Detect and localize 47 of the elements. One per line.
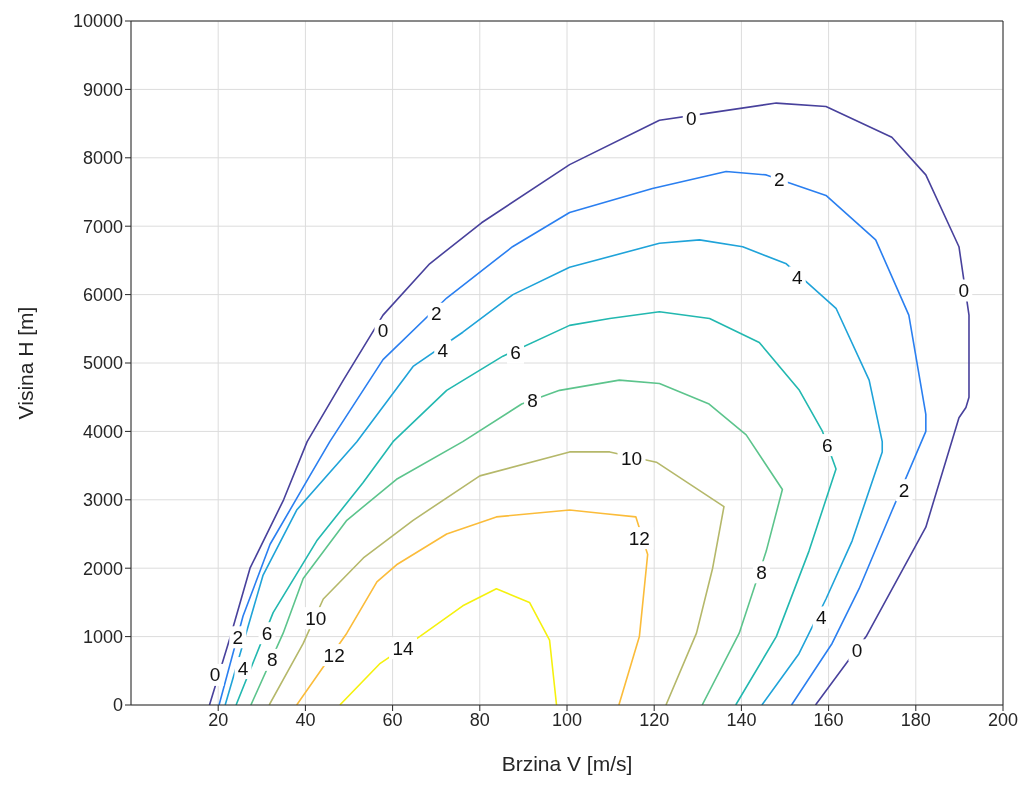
y-tick-label: 8000 [82,148,123,169]
annotation: 2 [898,479,910,501]
annotation: 6 [822,434,833,456]
y-tick-label: 5000 [82,353,123,374]
x-tick-label: 100 [551,709,583,730]
annotation: 12 [323,644,345,666]
y-tick-label: 3000 [82,490,123,511]
annotation: 10 [305,607,327,629]
y-tick-label: 10000 [72,11,123,32]
annotation: 2 [232,626,244,648]
annotation: 0 [958,280,970,301]
annotation: 0 [685,107,697,129]
annotation: 4 [237,657,249,679]
annotation: 2 [774,168,785,190]
annotation: 2 [430,303,442,325]
y-tick-label: 7000 [82,216,123,237]
annotation: 8 [266,649,278,671]
y-tick-label: 2000 [82,558,123,579]
y-axis-title: Visina H [m] [14,306,38,420]
annotation: 4 [437,340,449,362]
annotation: 14 [392,637,415,659]
annotation: 4 [791,267,803,288]
x-tick-label: 200 [987,709,1019,730]
annotation: 8 [756,561,767,583]
x-axis-title: Brzina V [m/s] [501,752,633,775]
y-tick-label: 0 [112,695,123,716]
annotation: 0 [851,639,863,661]
x-tick-label: 40 [295,709,316,730]
annotation: 6 [510,342,521,364]
annotation: 4 [815,606,827,628]
x-tick-label: 160 [813,709,844,730]
y-tick-label: 9000 [82,79,123,100]
annotation: 10 [620,447,643,469]
x-tick-label: 80 [469,709,490,730]
x-tick-label: 140 [726,709,757,730]
x-tick-label: 20 [208,709,229,730]
y-tick-label: 1000 [82,626,123,647]
y-tick-label: 6000 [82,284,123,305]
annotation: 8 [527,390,538,412]
annotation: 6 [261,622,273,644]
x-tick-label: 120 [639,709,670,730]
annotation: 0 [377,320,389,342]
annotation: 0 [209,664,221,686]
annotation: 12 [628,527,650,549]
x-tick-label: 60 [382,709,403,730]
y-tick-label: 4000 [82,421,123,442]
x-tick-label: 180 [900,709,931,730]
